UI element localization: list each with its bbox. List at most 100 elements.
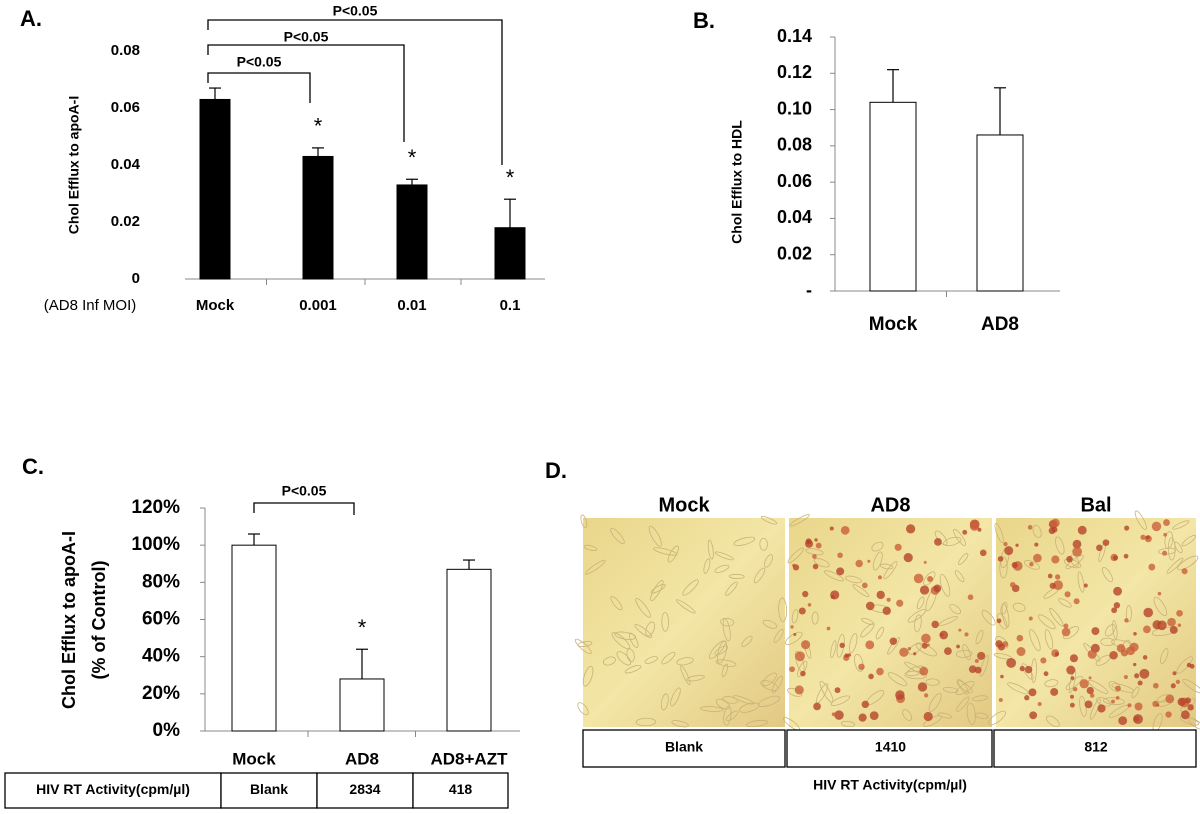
lipid-stain xyxy=(1077,525,1087,535)
lipid-stain xyxy=(1024,695,1030,701)
lipid-stain xyxy=(840,525,850,535)
cell xyxy=(938,615,958,626)
lipid-stain xyxy=(865,640,875,650)
cell xyxy=(797,660,808,678)
cell xyxy=(949,603,962,615)
cell xyxy=(661,612,670,632)
cell xyxy=(1160,648,1169,665)
bar xyxy=(446,568,492,732)
cell xyxy=(722,696,739,704)
cell xyxy=(675,599,696,614)
lipid-stain xyxy=(876,590,885,600)
significance-marker: * xyxy=(314,114,323,139)
micrograph xyxy=(574,514,788,728)
cell xyxy=(746,719,768,728)
lipid-stain xyxy=(861,700,869,709)
cell xyxy=(699,706,724,712)
lipid-stain xyxy=(1084,700,1093,709)
cell xyxy=(1102,697,1125,705)
lipid-stain xyxy=(1163,519,1170,526)
lipid-stain xyxy=(1072,539,1082,549)
lipid-stain xyxy=(974,666,982,674)
cell xyxy=(907,609,926,623)
lipid-stain xyxy=(868,673,874,680)
x-tick-label: Mock xyxy=(232,749,276,768)
cell xyxy=(902,709,912,721)
cell xyxy=(1012,602,1026,612)
lipid-stain xyxy=(1181,568,1188,575)
cell xyxy=(955,649,973,658)
lipid-stain xyxy=(1028,616,1033,621)
cell xyxy=(1172,520,1190,530)
bar xyxy=(231,544,277,732)
cell xyxy=(707,539,714,560)
lipid-stain xyxy=(1004,546,1014,556)
lipid-stain xyxy=(1127,703,1132,708)
lipid-stain xyxy=(858,663,865,671)
table-cell xyxy=(412,772,509,809)
x-tick-label: 0.01 xyxy=(397,297,426,314)
lipid-stain xyxy=(829,526,834,531)
lipid-stain xyxy=(886,597,891,602)
lipid-stain xyxy=(867,559,871,563)
micrograph-bg xyxy=(583,518,785,727)
lipid-stain xyxy=(977,527,982,532)
cell xyxy=(773,628,784,643)
panel-title: D. xyxy=(545,458,567,483)
cell xyxy=(830,640,837,659)
lipid-stain xyxy=(1047,573,1053,579)
lipid-stain xyxy=(802,590,809,598)
y-axis-label: Chol Efflux to apoA-I xyxy=(59,531,79,709)
lipid-stain xyxy=(894,543,902,551)
cell xyxy=(725,581,738,596)
y-axis-label: (% of Control) xyxy=(89,561,109,680)
lipid-stain xyxy=(1143,607,1154,618)
lipid-stain xyxy=(1133,662,1137,667)
cell xyxy=(703,558,711,574)
cell xyxy=(939,573,951,597)
lipid-stain xyxy=(1088,676,1092,680)
lipid-stain xyxy=(869,711,879,720)
lipid-stain xyxy=(1123,675,1128,680)
lipid-stain xyxy=(1089,693,1095,698)
micrograph-bg xyxy=(789,518,992,727)
y-tick-label: 0 xyxy=(132,270,140,287)
lipid-stain xyxy=(1054,574,1061,580)
lipid-stain xyxy=(1034,542,1039,547)
lipid-stain xyxy=(1016,634,1024,642)
lipid-stain xyxy=(798,607,806,615)
cell xyxy=(1087,679,1109,694)
x-tick-label: 0.001 xyxy=(299,297,337,314)
lipid-stain xyxy=(1028,688,1037,697)
comparison-bracket xyxy=(253,502,355,515)
cell xyxy=(644,656,658,664)
cell xyxy=(1044,629,1054,650)
cell xyxy=(880,563,894,570)
cell xyxy=(784,631,803,646)
lipid-stain xyxy=(1033,553,1042,563)
lipid-stain xyxy=(1143,625,1151,634)
cell xyxy=(645,621,655,637)
lipid-stain xyxy=(834,687,841,694)
lipid-stain xyxy=(1000,674,1004,679)
cell xyxy=(715,659,737,667)
cell xyxy=(966,702,976,726)
cell xyxy=(1112,620,1118,640)
lipid-stain xyxy=(1113,602,1121,609)
cell xyxy=(1032,524,1042,538)
lipid-stain xyxy=(1027,525,1033,530)
lipid-stain xyxy=(913,652,917,656)
lipid-stain xyxy=(1049,582,1056,589)
x-tick-label: AD8 xyxy=(981,314,1019,335)
comparison-label: P<0.05 xyxy=(333,3,378,19)
lipid-stain xyxy=(1124,618,1129,623)
cell xyxy=(1044,679,1059,688)
lipid-stain xyxy=(931,620,939,629)
lipid-stain xyxy=(1016,647,1026,657)
cell xyxy=(849,633,858,654)
cell xyxy=(1100,637,1115,646)
y-axis-label: Chol Efflux to apoA-I xyxy=(66,96,82,234)
cell xyxy=(1182,678,1200,694)
lipid-stain xyxy=(1133,714,1143,725)
lipid-stain xyxy=(1109,650,1118,660)
